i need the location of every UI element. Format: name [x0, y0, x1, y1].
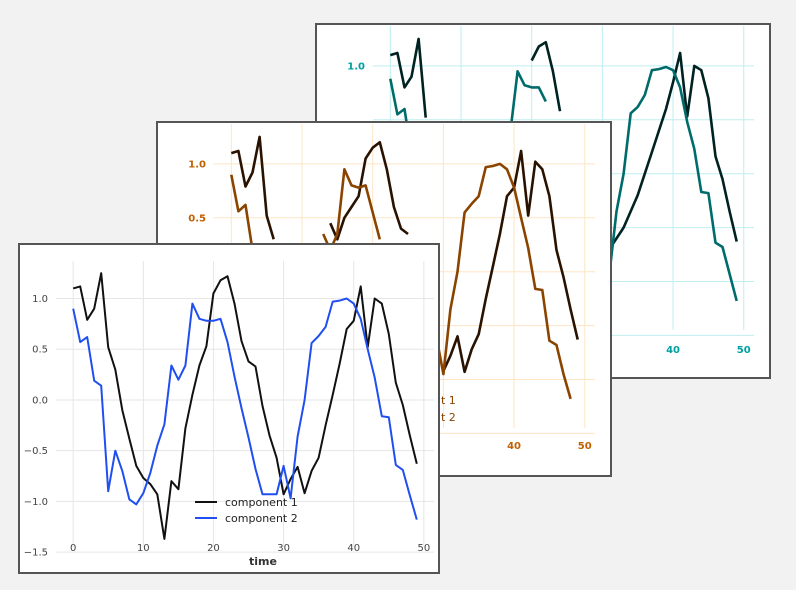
x-axis-label: time	[249, 555, 277, 568]
series-line-component-2	[72, 297, 418, 520]
chart-front: 0 10 20 30 40 50 1.0 0.5 0.0 −0.5 −1.0 −1.5 time comp…	[24, 261, 434, 568]
series-line-component-1	[389, 37, 427, 118]
x-tick-label: 10	[137, 543, 150, 554]
x-tick-label: 50	[417, 543, 430, 554]
y-tick-label: 1.0	[188, 159, 206, 170]
series-line-component-2	[509, 69, 547, 131]
y-tick-label: −1.5	[24, 548, 48, 559]
y-tick-label: 0.5	[188, 213, 206, 224]
x-tick-label: 0	[70, 543, 76, 554]
x-tick-label: 20	[207, 543, 220, 554]
legend-label-2: component 2	[225, 512, 298, 525]
legend-label-2: t 2	[441, 411, 456, 424]
x-tick-label: 50	[578, 441, 592, 452]
legend-label-1: t 1	[441, 394, 456, 407]
y-tick-label: 0.0	[32, 395, 48, 406]
chart-card-front: 0 10 20 30 40 50 1.0 0.5 0.0 −0.5 −1.0 −1.5 time comp…	[18, 243, 440, 574]
x-tick-label: 40	[666, 345, 680, 356]
y-tick-label: 1.0	[32, 294, 48, 305]
y-tick-label: −0.5	[24, 446, 48, 457]
series-line-component-2	[322, 167, 382, 252]
legend-label-1: component 1	[225, 496, 298, 509]
series-line-component-1	[329, 140, 409, 241]
series-line-component-2	[601, 65, 738, 302]
series-line-component-1	[530, 40, 562, 112]
x-tick-label: 40	[507, 441, 521, 452]
y-tick-label: −1.0	[24, 497, 48, 508]
series-line-component-1	[442, 149, 579, 374]
series-line-component-2	[435, 162, 572, 400]
series-line-component-1	[72, 272, 418, 540]
y-tick-label: 0.5	[32, 345, 48, 356]
x-tick-label: 40	[347, 543, 360, 554]
x-tick-label: 50	[737, 345, 751, 356]
x-tick-label: 30	[277, 543, 290, 554]
y-tick-label: 1.0	[347, 61, 365, 72]
series-line-component-1	[230, 135, 275, 240]
